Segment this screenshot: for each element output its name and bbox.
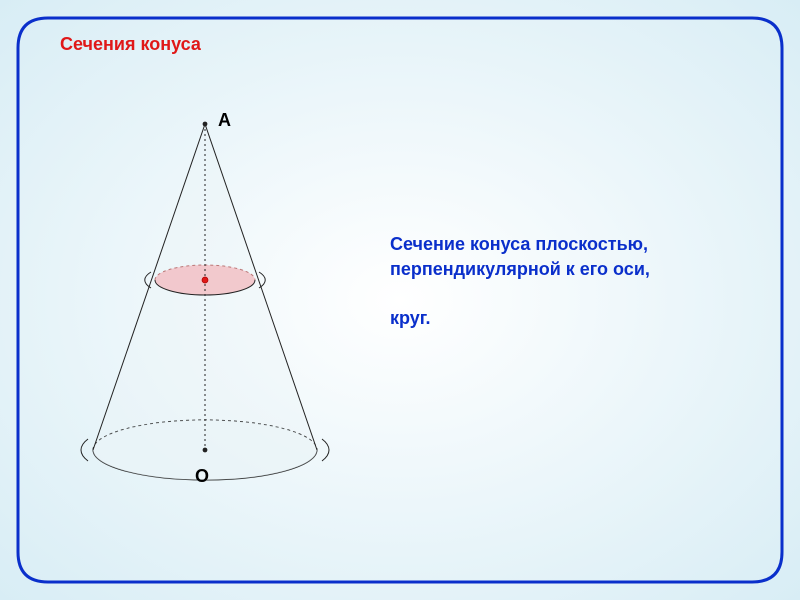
base-center-label: О (195, 466, 209, 487)
description-line1: Сечение конуса плоскостью, (390, 232, 650, 257)
base-tick-right (322, 439, 329, 461)
section-center-point (202, 277, 208, 283)
base-tick-left (81, 439, 88, 461)
page-title: Сечения конуса (60, 34, 201, 55)
description-text: Сечение конуса плоскостью, перпендикуляр… (390, 232, 650, 282)
description-result: круг. (390, 308, 430, 329)
apex-point (203, 122, 208, 127)
cone-diagram (50, 100, 350, 520)
apex-label: А (218, 110, 231, 131)
description-line2: перпендикулярной к его оси, (390, 257, 650, 282)
base-center-point (203, 448, 208, 453)
